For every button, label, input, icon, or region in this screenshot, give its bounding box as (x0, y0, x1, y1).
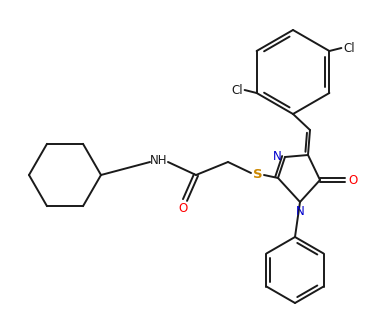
Text: NH: NH (150, 154, 168, 168)
Text: S: S (253, 169, 263, 182)
Text: N: N (273, 149, 282, 162)
Text: Cl: Cl (343, 42, 355, 54)
Text: O: O (348, 174, 358, 186)
Text: N: N (296, 205, 304, 218)
Text: Cl: Cl (231, 83, 243, 96)
Text: O: O (178, 202, 188, 214)
